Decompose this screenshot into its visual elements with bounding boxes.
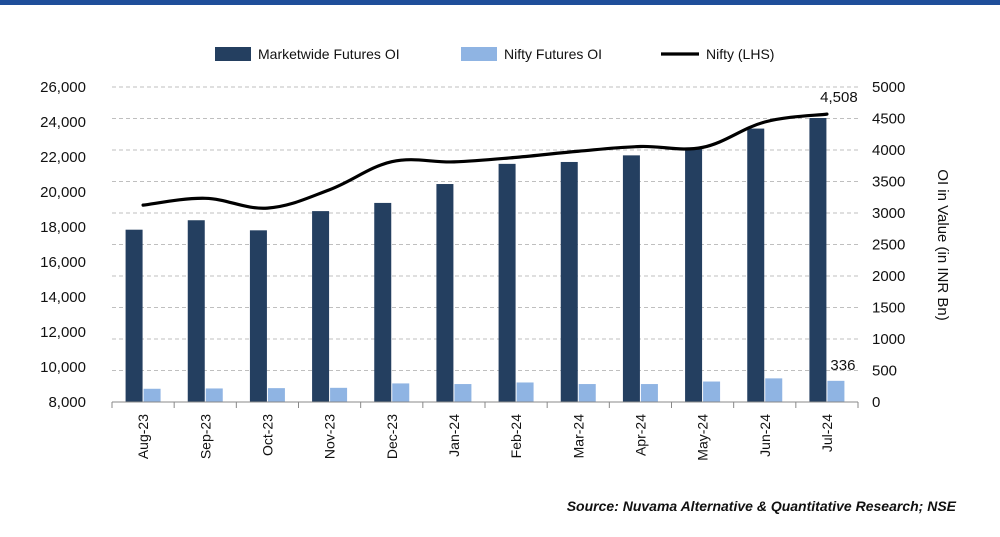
legend-swatch-marketwide <box>215 47 251 61</box>
bar-nifty-futures-oi <box>578 384 596 402</box>
legend-swatch-nifty-oi <box>461 47 497 61</box>
bar-nifty-futures-oi <box>205 388 223 402</box>
legend-label-marketwide: Marketwide Futures OI <box>258 46 400 62</box>
right-tick-label: 5000 <box>872 79 905 96</box>
bar-nifty-futures-oi <box>640 384 658 402</box>
bars <box>125 117 845 402</box>
x-tick-label: Apr-24 <box>632 414 648 456</box>
bar-marketwide-futures-oi <box>125 229 143 402</box>
bar-nifty-futures-oi <box>330 387 348 402</box>
left-tick-label: 26,000 <box>40 79 86 96</box>
left-tick-label: 22,000 <box>40 149 86 166</box>
bar-marketwide-futures-oi <box>374 202 392 402</box>
right-tick-label: 1500 <box>872 300 905 317</box>
left-tick-label: 14,000 <box>40 289 86 306</box>
left-tick-label: 20,000 <box>40 184 86 201</box>
x-tick-label: Jun-24 <box>757 414 773 457</box>
x-tick-label: Oct-23 <box>259 414 275 456</box>
bar-nifty-futures-oi <box>827 380 845 402</box>
bar-marketwide-futures-oi <box>622 155 640 402</box>
left-axis-ticks: 8,000 10,000 12,000 14,000 16,000 18,000 20,00… <box>40 79 86 411</box>
right-tick-label: 4500 <box>872 111 905 128</box>
grid-lines <box>112 86 858 371</box>
right-tick-label: 0 <box>872 394 880 411</box>
x-tick-label: May-24 <box>695 414 711 461</box>
x-tick-label: Nov-23 <box>322 414 338 459</box>
x-tick-label: Jul-24 <box>819 414 835 452</box>
bar-nifty-futures-oi <box>516 382 534 402</box>
bar-nifty-futures-oi <box>765 378 783 402</box>
bar-marketwide-futures-oi <box>685 147 703 402</box>
bar-marketwide-futures-oi <box>560 161 578 402</box>
nifty-line <box>141 112 829 210</box>
bar-nifty-futures-oi <box>143 388 161 402</box>
right-axis-title: OI in Value (in INR Bn) <box>934 169 951 320</box>
x-tick-label: Jan-24 <box>446 414 462 457</box>
x-tick-label: Feb-24 <box>508 414 524 459</box>
right-tick-label: 2000 <box>872 268 905 285</box>
bar-nifty-futures-oi <box>703 381 721 402</box>
right-tick-label: 3500 <box>872 174 905 191</box>
right-tick-label: 3000 <box>872 205 905 222</box>
x-axis-ticks: Aug-23 Sep-23 Oct-23 Nov-23 Dec-23 Jan-24 Feb-… <box>111 402 859 461</box>
data-labels: 4,508 336 <box>820 89 858 374</box>
bar-marketwide-futures-oi <box>809 117 827 402</box>
right-tick-label: 4000 <box>872 142 905 159</box>
title-strip <box>0 0 1000 5</box>
bar-marketwide-futures-oi <box>249 230 267 402</box>
legend-label-nifty-oi: Nifty Futures OI <box>504 46 602 62</box>
data-label: 4,508 <box>820 89 858 106</box>
x-tick-label: Mar-24 <box>570 414 586 459</box>
right-tick-label: 500 <box>872 363 897 380</box>
bar-marketwide-futures-oi <box>312 211 330 402</box>
left-tick-label: 24,000 <box>40 114 86 131</box>
x-tick-label: Aug-23 <box>135 414 151 459</box>
left-tick-label: 16,000 <box>40 254 86 271</box>
x-tick-label: Sep-23 <box>197 414 213 459</box>
bar-nifty-futures-oi <box>454 384 472 402</box>
bar-marketwide-futures-oi <box>187 220 205 402</box>
bar-nifty-futures-oi <box>267 388 285 402</box>
bar-marketwide-futures-oi <box>747 128 765 402</box>
data-label: 336 <box>830 357 855 374</box>
bar-marketwide-futures-oi <box>436 184 454 402</box>
left-tick-label: 12,000 <box>40 324 86 341</box>
right-axis-ticks: 0 500 1000 1500 2000 2500 3000 3500 4000 4500 5000 <box>872 79 905 411</box>
right-tick-label: 2500 <box>872 237 905 254</box>
left-tick-label: 8,000 <box>48 394 86 411</box>
left-tick-label: 18,000 <box>40 219 86 236</box>
source-note: Source: Nuvama Alternative & Quantitativ… <box>567 498 957 514</box>
bar-nifty-futures-oi <box>392 383 410 402</box>
bar-marketwide-futures-oi <box>498 163 516 402</box>
legend: Marketwide Futures OI Nifty Futures OI N… <box>215 46 774 62</box>
right-tick-label: 1000 <box>872 331 905 348</box>
legend-label-nifty-line: Nifty (LHS) <box>706 46 774 62</box>
x-tick-label: Dec-23 <box>384 414 400 459</box>
left-tick-label: 10,000 <box>40 359 86 376</box>
